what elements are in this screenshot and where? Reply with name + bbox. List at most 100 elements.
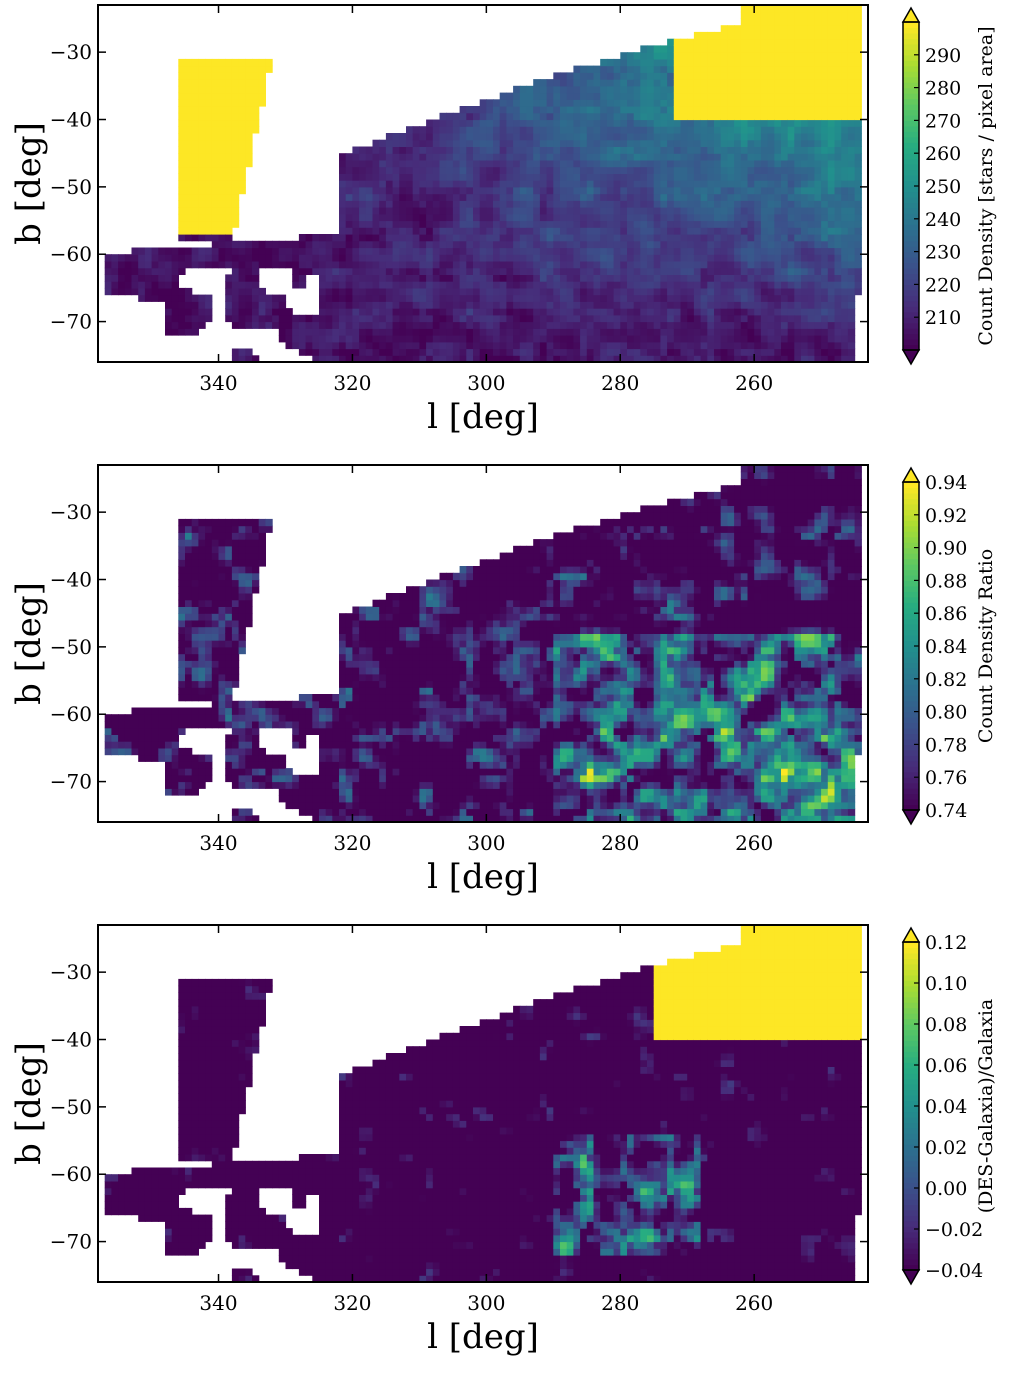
heatmap-cell [567,288,574,295]
heatmap-cell [855,120,862,127]
heatmap-cell [239,180,246,187]
heatmap-cell [339,295,346,302]
heatmap-cell [239,748,246,755]
heatmap-cell [734,349,741,356]
heatmap-cell [346,221,353,228]
heatmap-cell [339,274,346,281]
heatmap-cell [326,734,333,741]
heatmap-cell [232,701,239,708]
heatmap-cell [714,93,721,100]
heatmap-cell [620,281,627,288]
heatmap-cell [433,187,440,194]
heatmap-cell [245,274,252,281]
heatmap-cell [118,274,125,281]
heatmap-cell [620,268,627,275]
heatmap-cell [727,79,734,86]
heatmap-cell [513,187,520,194]
heatmap-cell [553,335,560,342]
heatmap-cell [527,140,534,147]
heatmap-cell [252,59,259,66]
heatmap-cell [205,72,212,79]
heatmap-cell [814,59,821,66]
heatmap-cell [841,140,848,147]
heatmap-cell [198,607,205,614]
heatmap-cell [667,268,674,275]
heatmap-cell [607,160,614,167]
heatmap-cell [178,66,185,73]
heatmap-cell [540,113,547,120]
heatmap-cell [205,640,212,647]
heatmap-cell [306,268,313,275]
heatmap-cell [158,268,165,275]
heatmap-cell [714,187,721,194]
heatmap-cell [426,221,433,228]
heatmap-cell [794,120,801,127]
heatmap-cell [339,308,346,315]
heatmap-cell [721,66,728,73]
heatmap-cell [252,573,259,580]
heatmap-cell [714,234,721,241]
heatmap-cell [473,194,480,201]
heatmap-cell [339,335,346,342]
heatmap-cell [640,234,647,241]
heatmap-cell [788,32,795,39]
heatmap-cell [460,187,467,194]
x-axis-label: l [deg] [427,397,539,437]
heatmap-cell [453,133,460,140]
heatmap-cell [306,708,313,715]
heatmap-cell [373,301,380,308]
heatmap-cell [627,308,634,315]
heatmap-cell [734,248,741,255]
heatmap-cell [727,86,734,93]
heatmap-cell [627,234,634,241]
heatmap-cell [125,288,132,295]
heatmap-cell [413,126,420,133]
heatmap-cell [560,335,567,342]
heatmap-cell [788,93,795,100]
heatmap-cell [299,741,306,748]
heatmap-cell [319,768,326,775]
heatmap-cell [788,241,795,248]
heatmap-cell [399,349,406,356]
heatmap-cell [727,207,734,214]
heatmap-cell [707,207,714,214]
heatmap-cell [192,295,199,302]
heatmap-cell [594,180,601,187]
heatmap-cell [620,315,627,322]
heatmap-cell [774,221,781,228]
heatmap-cell [694,248,701,255]
heatmap-cell [399,173,406,180]
heatmap-cell [754,227,761,234]
heatmap-cell [406,261,413,268]
heatmap-cell [600,234,607,241]
heatmap-cell [527,167,534,174]
heatmap-cell [580,268,587,275]
heatmap-cell [681,308,688,315]
heatmap-cell [419,254,426,261]
heatmap-cell [480,140,487,147]
heatmap-cell [426,234,433,241]
heatmap-cell [701,200,708,207]
heatmap-cell [232,741,239,748]
heatmap-cell [748,261,755,268]
heatmap-cell [219,647,226,654]
heatmap-cell [741,187,748,194]
heatmap-cell [165,248,172,255]
heatmap-cell [239,86,246,93]
heatmap-cell [788,99,795,106]
heatmap-cell [667,227,674,234]
heatmap-cell [299,342,306,349]
heatmap-cell [125,741,132,748]
heatmap-cell [520,86,527,93]
heatmap-cell [681,322,688,329]
heatmap-cell [835,261,842,268]
heatmap-cell [654,342,661,349]
heatmap-cell [768,254,775,261]
heatmap-cell [828,39,835,46]
heatmap-cell [667,288,674,295]
heatmap-cell [667,120,674,127]
heatmap-cell [748,301,755,308]
heatmap-cell [761,120,768,127]
heatmap-cell [855,221,862,228]
heatmap-cell [379,261,386,268]
